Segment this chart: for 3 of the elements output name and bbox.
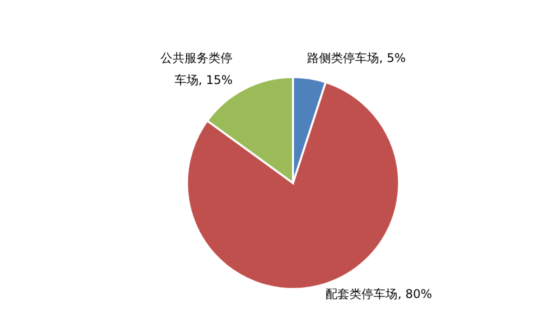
slice-label: 路侧类停车场, 5% [307, 50, 406, 66]
slice-label: 配套类停车场, 80% [326, 286, 432, 304]
slice-label: 公共服务类停车场, 15% [160, 50, 233, 90]
